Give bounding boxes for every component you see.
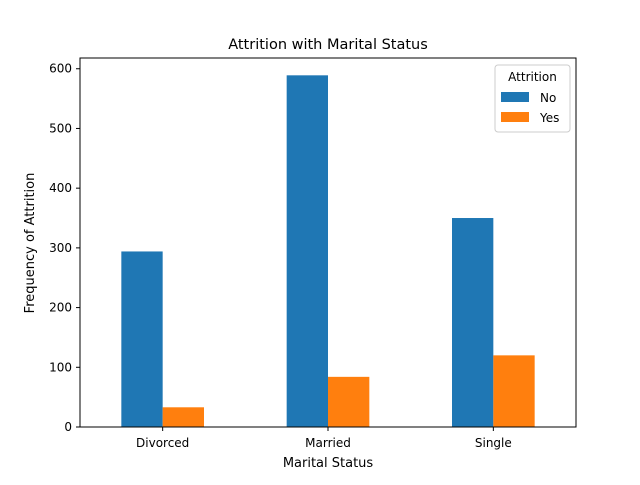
legend-label-no: No <box>540 91 556 105</box>
y-tick-label: 0 <box>64 420 72 434</box>
legend-swatch-yes <box>501 112 529 122</box>
legend-label-yes: Yes <box>539 111 559 125</box>
y-tick-label: 600 <box>49 62 72 76</box>
bar-yes-married <box>328 376 370 427</box>
chart-title: Attrition with Marital Status <box>228 37 428 53</box>
bar-yes-divorced <box>162 407 204 427</box>
x-tick-label: Married <box>305 436 351 450</box>
legend: Attrition No Yes <box>494 64 571 133</box>
y-tick-label: 200 <box>49 301 72 315</box>
y-tick-label: 300 <box>49 241 72 255</box>
x-axis-label: Marital Status <box>283 456 374 471</box>
y-axis-label: Frequency of Attrition <box>23 173 38 314</box>
legend-swatch-no <box>501 92 529 102</box>
y-tick-label: 500 <box>49 121 72 135</box>
y-tick-label: 100 <box>49 360 72 374</box>
y-tick-label: 400 <box>49 181 72 195</box>
bar-no-married <box>286 75 328 427</box>
x-tick-label: Divorced <box>136 436 189 450</box>
bar-no-single <box>452 218 494 427</box>
bar-yes-single <box>493 355 535 427</box>
legend-title: Attrition <box>508 70 557 84</box>
plot-area: 0 100 200 300 400 500 600 Divorced Married Single <box>49 57 577 450</box>
bar-no-divorced <box>121 251 163 427</box>
x-tick-label: Single <box>475 436 512 450</box>
